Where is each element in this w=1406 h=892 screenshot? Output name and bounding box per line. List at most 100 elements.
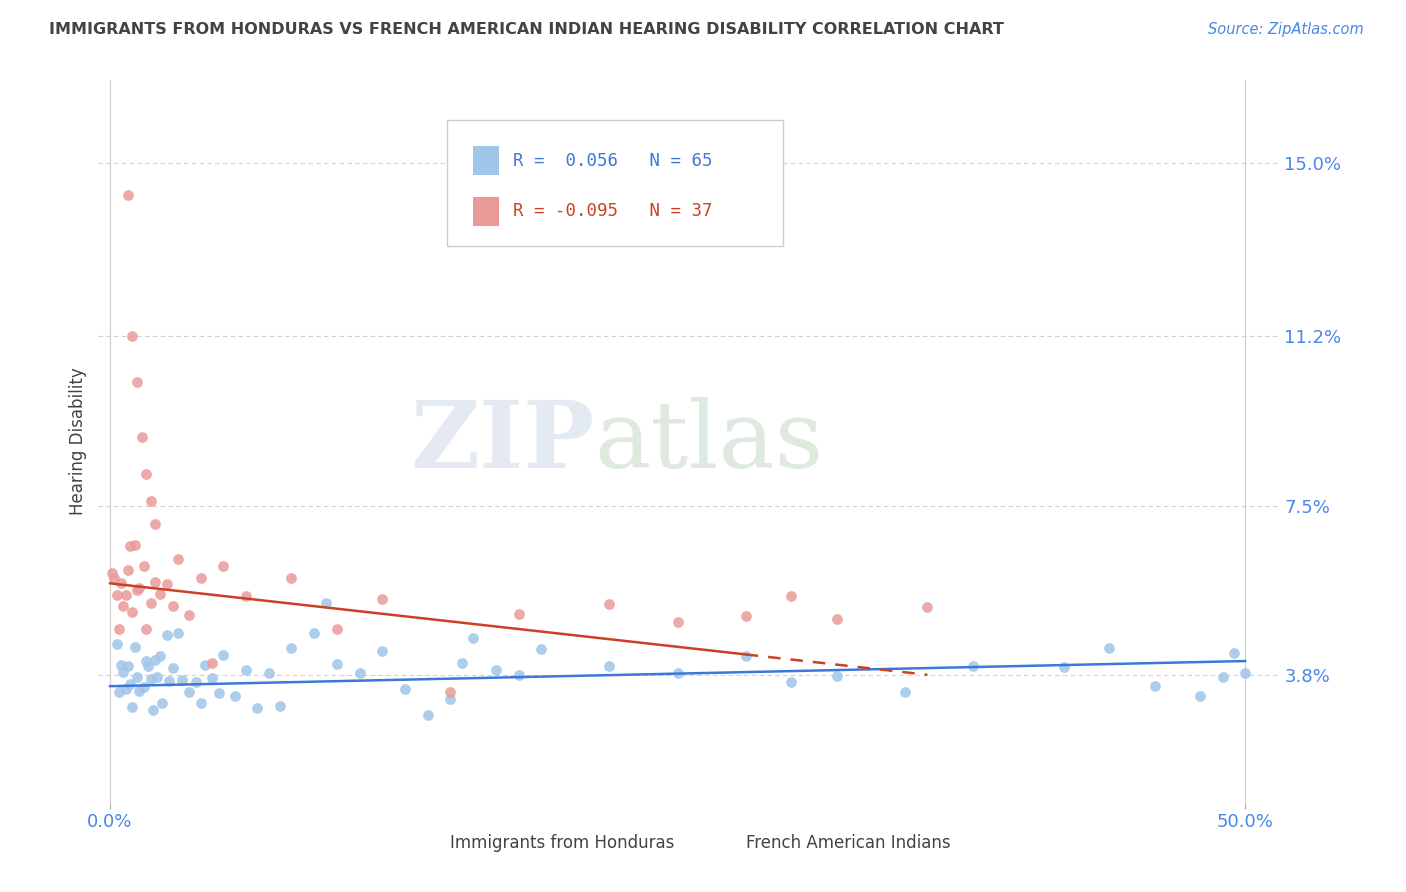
Point	[194, 657, 217, 672]
Point	[212, 558, 235, 573]
Point	[416, 708, 439, 723]
Point	[162, 599, 184, 614]
Point	[167, 552, 190, 566]
Point	[121, 605, 143, 619]
Point	[235, 589, 257, 603]
Point	[201, 656, 224, 670]
Point	[1098, 641, 1121, 656]
FancyBboxPatch shape	[447, 120, 783, 246]
Point	[110, 576, 132, 591]
Point	[349, 666, 371, 681]
Point	[326, 657, 349, 671]
Point	[120, 539, 142, 553]
Point	[139, 494, 162, 508]
Point	[1188, 689, 1211, 703]
Point	[135, 467, 157, 481]
Point	[315, 596, 337, 610]
Text: French American Indians: French American Indians	[745, 834, 950, 852]
Text: Immigrants from Honduras: Immigrants from Honduras	[450, 834, 675, 852]
Point	[508, 607, 530, 621]
Point	[121, 699, 143, 714]
Point	[105, 588, 128, 602]
Point	[962, 658, 984, 673]
Point	[142, 704, 165, 718]
Point	[1212, 669, 1234, 683]
FancyBboxPatch shape	[713, 831, 738, 855]
Point	[143, 516, 166, 531]
Point	[162, 661, 184, 675]
Point	[485, 663, 508, 677]
Point	[150, 696, 173, 710]
Text: atlas: atlas	[595, 397, 824, 486]
Point	[326, 622, 349, 636]
Point	[110, 658, 132, 673]
Point	[105, 637, 128, 651]
Point	[184, 675, 207, 690]
Point	[269, 698, 291, 713]
Point	[201, 671, 224, 685]
Point	[246, 701, 269, 715]
Point	[125, 671, 148, 685]
Point	[224, 689, 246, 703]
Point	[108, 622, 131, 636]
Point	[128, 581, 150, 595]
Point	[131, 430, 153, 444]
Point	[439, 685, 461, 699]
Point	[103, 571, 125, 585]
Point	[143, 575, 166, 590]
Point	[132, 680, 155, 694]
FancyBboxPatch shape	[472, 197, 499, 226]
Point	[371, 592, 394, 607]
Point	[124, 538, 146, 552]
Point	[1143, 679, 1166, 693]
Point	[780, 589, 803, 603]
Point	[734, 649, 756, 664]
Text: R = -0.095   N = 37: R = -0.095 N = 37	[513, 202, 713, 220]
Point	[394, 681, 416, 696]
Point	[280, 571, 302, 585]
Point	[132, 559, 155, 574]
Point	[138, 658, 160, 673]
Point	[1223, 646, 1246, 660]
Point	[112, 665, 135, 679]
Point	[450, 656, 472, 670]
Point	[125, 375, 148, 389]
Point	[121, 329, 143, 343]
Point	[112, 599, 135, 613]
Point	[143, 653, 166, 667]
Point	[117, 658, 139, 673]
Point	[530, 642, 553, 657]
Point	[149, 587, 172, 601]
FancyBboxPatch shape	[472, 146, 499, 176]
Point	[1053, 660, 1076, 674]
Point	[155, 576, 177, 591]
Y-axis label: Hearing Disability: Hearing Disability	[69, 368, 87, 516]
Point	[125, 582, 148, 597]
Point	[117, 563, 139, 577]
Text: R =  0.056   N = 65: R = 0.056 N = 65	[513, 152, 713, 170]
Point	[302, 626, 325, 640]
Point	[257, 666, 280, 681]
Point	[666, 665, 689, 680]
Point	[179, 607, 201, 622]
Point	[172, 673, 194, 688]
Point	[439, 691, 461, 706]
Point	[598, 658, 620, 673]
Point	[780, 674, 803, 689]
Point	[108, 685, 131, 699]
Point	[135, 622, 157, 636]
Point	[825, 612, 848, 626]
Point	[280, 640, 302, 655]
Point	[917, 599, 939, 614]
Point	[825, 669, 848, 683]
Point	[124, 640, 146, 654]
Point	[128, 683, 150, 698]
Point	[149, 648, 172, 663]
Point	[114, 682, 136, 697]
Text: ZIP: ZIP	[411, 397, 595, 486]
Point	[463, 631, 485, 645]
Point	[167, 626, 190, 640]
Point	[135, 654, 157, 668]
Point	[598, 597, 620, 611]
Point	[508, 668, 530, 682]
